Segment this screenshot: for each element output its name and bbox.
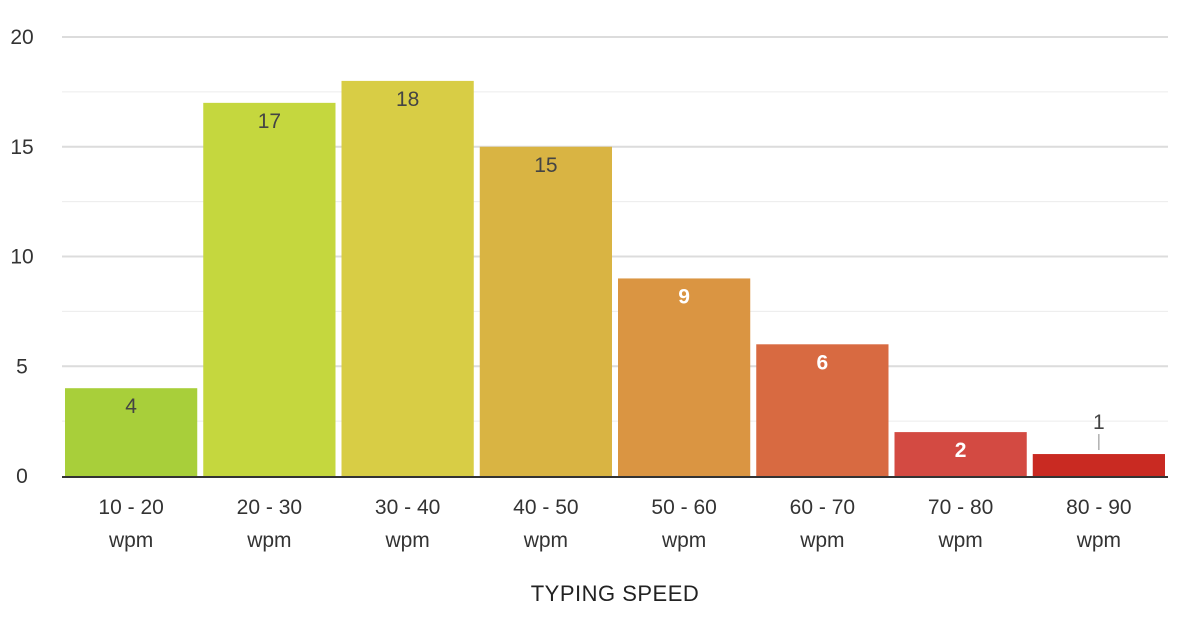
bar bbox=[1032, 454, 1165, 476]
bar bbox=[479, 146, 612, 476]
x-tick-label: 40 - 50 bbox=[513, 496, 578, 519]
data-label: 9 bbox=[678, 285, 690, 308]
bar bbox=[341, 80, 474, 477]
data-label: 15 bbox=[534, 154, 557, 177]
x-tick-label: wpm bbox=[108, 529, 153, 552]
x-axis-categories: 10 - 20 wpm 20 - 30 wpm 30 - 40 wpm 40 - 50 wpm… bbox=[98, 496, 1131, 552]
data-label: 17 bbox=[258, 110, 281, 133]
bars: 4 17 18 15 9 6 2 1 bbox=[65, 80, 1165, 477]
x-tick-label: 80 - 90 bbox=[1066, 496, 1131, 519]
x-tick-label: 60 - 70 bbox=[790, 496, 855, 519]
bar bbox=[618, 278, 751, 476]
x-tick-label: wpm bbox=[523, 529, 568, 552]
x-tick-label: wpm bbox=[799, 529, 844, 552]
y-tick-label: 10 bbox=[10, 246, 33, 269]
x-tick-label: wpm bbox=[246, 529, 291, 552]
bar bbox=[894, 432, 1027, 476]
x-tick-label: 20 - 30 bbox=[237, 496, 302, 519]
bar bbox=[65, 388, 198, 476]
x-tick-label: 70 - 80 bbox=[928, 496, 993, 519]
x-tick-label: wpm bbox=[1076, 529, 1121, 552]
x-axis-title: TYPING SPEED bbox=[531, 581, 700, 606]
y-tick-label: 15 bbox=[10, 136, 33, 159]
y-tick-label: 0 bbox=[16, 465, 28, 488]
data-label: 18 bbox=[396, 88, 419, 111]
y-axis-ticks: 0 5 10 15 20 bbox=[10, 26, 33, 488]
y-tick-label: 5 bbox=[16, 355, 28, 378]
x-tick-label: 30 - 40 bbox=[375, 496, 440, 519]
bar bbox=[203, 102, 336, 476]
data-label: 2 bbox=[955, 439, 967, 462]
x-tick-label: wpm bbox=[937, 529, 982, 552]
x-tick-label: wpm bbox=[661, 529, 706, 552]
x-tick-label: 10 - 20 bbox=[98, 496, 163, 519]
y-tick-label: 20 bbox=[10, 26, 33, 49]
x-tick-label: 50 - 60 bbox=[651, 496, 716, 519]
bar bbox=[756, 344, 889, 476]
data-label: 1 bbox=[1093, 411, 1105, 434]
data-label: 4 bbox=[125, 395, 137, 418]
data-label: 6 bbox=[817, 351, 829, 374]
x-tick-label: wpm bbox=[384, 529, 429, 552]
